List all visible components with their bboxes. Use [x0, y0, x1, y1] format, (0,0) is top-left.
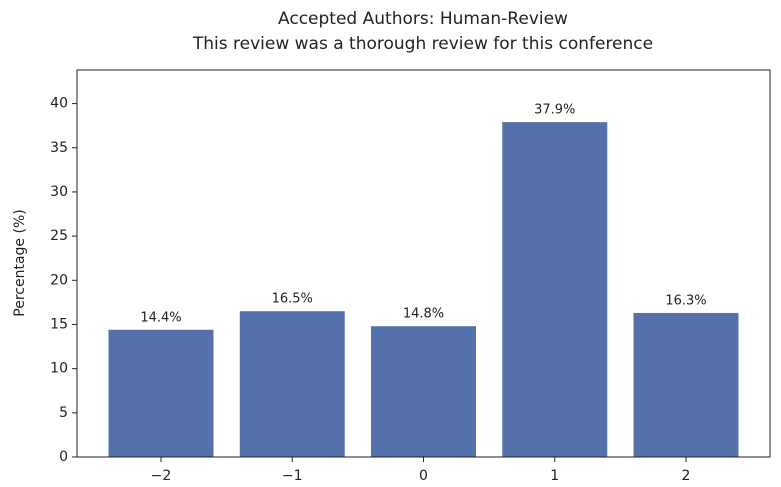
y-tick-label: 40: [50, 96, 68, 112]
y-tick-label: 15: [50, 316, 68, 332]
y-tick-label: 20: [50, 272, 68, 288]
x-tick-label: −2: [151, 468, 172, 484]
bar: [239, 311, 345, 457]
x-tick-label: −1: [282, 468, 303, 484]
y-tick-label: 35: [50, 140, 68, 156]
value-label: 16.5%: [272, 292, 313, 307]
bar: [633, 312, 739, 457]
x-tick-label: 2: [682, 468, 691, 484]
chart-title: Accepted Authors: Human-Review: [278, 9, 568, 29]
y-tick-label: 0: [59, 449, 68, 465]
y-tick-label: 30: [50, 184, 68, 200]
value-label: 14.4%: [140, 310, 181, 325]
x-tick-label: 0: [419, 468, 428, 484]
x-tick-label: 1: [550, 468, 559, 484]
chart-subtitle: This review was a thorough review for th…: [192, 34, 653, 54]
y-tick-label: 10: [50, 361, 68, 377]
y-tick-label: 25: [50, 228, 68, 244]
value-label: 14.8%: [403, 307, 444, 322]
y-axis-label: Percentage (%): [12, 209, 28, 316]
plot-frame: [76, 69, 771, 458]
y-tick-label: 5: [59, 405, 68, 421]
value-label: 16.3%: [665, 293, 706, 308]
bar: [371, 326, 476, 457]
value-label: 37.9%: [534, 103, 575, 118]
bar: [108, 329, 214, 457]
bar: [502, 122, 608, 458]
